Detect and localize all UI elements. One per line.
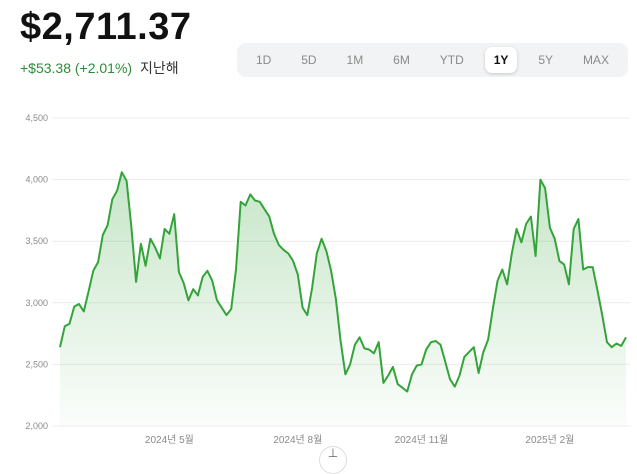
change-period: 지난해: [139, 60, 179, 76]
range-button-5d[interactable]: 5D: [301, 53, 317, 67]
x-tick-label: 2025년 2월: [525, 434, 574, 446]
x-axis: 2024년 5월 2024년 8월 2024년 11월 2025년 2월: [145, 434, 575, 446]
current-price: $2,711.37: [20, 6, 192, 48]
y-tick-label: 2,500: [25, 359, 48, 369]
x-tick-label: 2024년 5월: [145, 434, 194, 446]
y-tick-label: 3,500: [25, 236, 48, 246]
x-tick-label: 2024년 11월: [395, 434, 449, 446]
range-button-ytd[interactable]: YTD: [439, 53, 464, 67]
y-tick-label: 2,000: [25, 421, 48, 431]
range-button-6m[interactable]: 6M: [393, 53, 410, 67]
y-tick-label: 4,000: [25, 175, 48, 185]
chart-scroll-handle[interactable]: ⊥: [319, 446, 347, 474]
price-change: +$53.38 (+2.01%): [20, 60, 133, 76]
time-range-selector: 1D 5D 1M 6M YTD 1Y 5Y MAX: [237, 43, 628, 77]
range-button-1d[interactable]: 1D: [255, 53, 272, 67]
price-change-row: +$53.38 (+2.01%) 지난해: [20, 58, 179, 78]
range-button-5y[interactable]: 5Y: [538, 53, 553, 67]
range-button-max[interactable]: MAX: [582, 53, 609, 67]
y-tick-label: 4,500: [25, 113, 48, 123]
price-area-fill: [60, 172, 626, 426]
range-button-1m[interactable]: 1M: [346, 53, 364, 67]
x-tick-label: 2024년 8월: [273, 434, 322, 446]
y-tick-label: 3,000: [25, 298, 48, 308]
y-axis: 2,000 2,500 3,000 3,500 4,000 4,500: [25, 113, 48, 431]
range-button-1y[interactable]: 1Y: [484, 47, 518, 73]
price-line: [59, 171, 627, 393]
